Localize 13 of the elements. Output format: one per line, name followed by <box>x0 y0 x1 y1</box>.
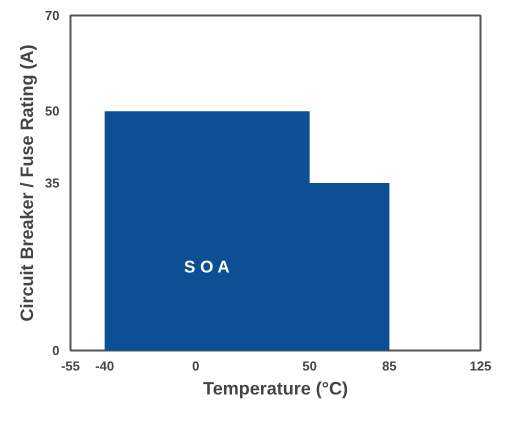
y-tick-label: 35 <box>45 176 60 190</box>
x-tick-label: 125 <box>470 358 492 374</box>
y-axis-title: Circuit Breaker / Fuse Rating (A) <box>17 44 38 322</box>
y-tick-label: 50 <box>45 104 60 119</box>
annotation: S O A <box>184 257 230 276</box>
y-tick-label: 70 <box>45 8 60 23</box>
x-axis-title: Temperature (°C) <box>203 378 348 398</box>
x-tick-label: 85 <box>382 358 397 374</box>
y-tick-label: 0 <box>52 343 60 358</box>
x-tick-label: 0 <box>192 358 200 374</box>
x-tick-label: -55 <box>61 358 80 374</box>
x-tick-label: 50 <box>302 358 317 374</box>
x-tick-label: -40 <box>95 358 114 374</box>
